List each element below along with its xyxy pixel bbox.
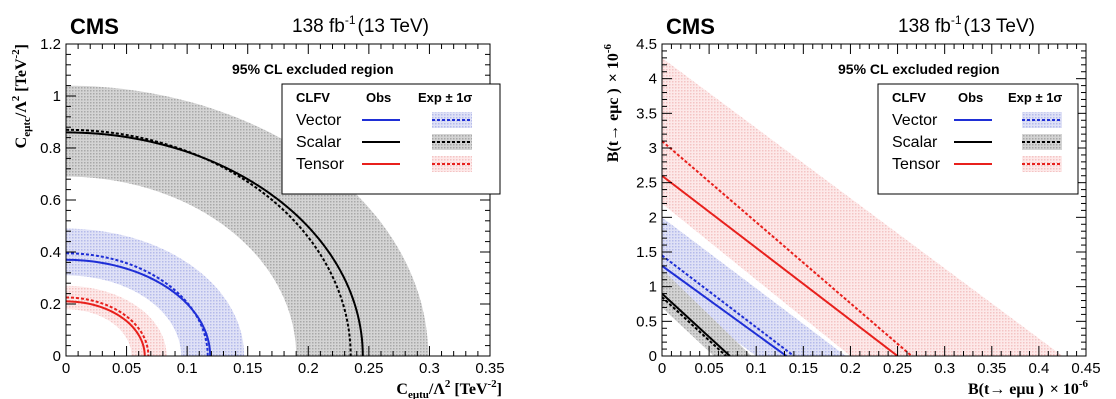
lumi-label: 138 fb-1 (13 TeV): [898, 13, 1035, 37]
x-tick-label: 0.05: [695, 360, 724, 377]
x-tick-label: 0.4: [1028, 360, 1049, 377]
y-tick-label: 1.2: [40, 36, 61, 53]
x-tick-label: 0.1: [746, 360, 767, 377]
lumi-label: 138 fb-1 (13 TeV): [292, 13, 429, 37]
y-tick-label: 0.5: [636, 313, 657, 330]
legend-label-tensor: Tensor: [892, 156, 941, 173]
x-tick-label: 0.25: [354, 360, 383, 377]
expected-line-tensor: [66, 296, 150, 356]
x-tick-label: 0.15: [233, 360, 262, 377]
y-tick-label: 1: [649, 279, 657, 296]
plot-frame: [661, 43, 1087, 357]
y-tick-label: 0: [53, 348, 61, 365]
y-axis-label: Ceμtc/Λ2[TeV-2]: [10, 44, 33, 148]
x-tick-label: 0.05: [112, 360, 141, 377]
y-tick-label: 1.5: [636, 244, 657, 261]
legend-header-obs: Obs: [958, 90, 983, 105]
y-tick-label: 2.5: [636, 175, 657, 192]
x-tick-label: 0.45: [1071, 360, 1100, 377]
legend-header-exp: Exp ± 1σ: [1008, 90, 1062, 105]
band-vector: [66, 228, 245, 356]
observed-line-scalar: [662, 292, 731, 356]
experiment-label: CMS: [666, 14, 715, 39]
legend-header-clfv: CLFV: [892, 90, 926, 105]
legend: CLFV Obs Exp ± 1σ Vector Scalar Tensor: [877, 83, 1079, 195]
chart-right: 0 0.05 0.1 0.15 0.2 0.25 0.3 0.35 0.4 0.45 0 0.5 1 1.…: [602, 13, 1101, 398]
expected-line-vector: [662, 254, 795, 356]
y-tick-label: 4.5: [636, 36, 657, 53]
x-tick-label: 0.2: [840, 360, 861, 377]
legend-label-tensor: Tensor: [296, 156, 345, 173]
x-tick-label: 0.25: [883, 360, 912, 377]
legend-label-scalar: Scalar: [296, 134, 342, 151]
legend-header-obs: Obs: [366, 90, 391, 105]
y-axis-label: B(t→ eμc )× 10-6: [602, 44, 622, 163]
y-tick-label: 1: [53, 88, 61, 105]
band-scalar: [66, 85, 429, 356]
observed-line-vector: [66, 258, 212, 356]
x-axis-label: B(t→ eμu ) × 10-6: [968, 378, 1089, 398]
legend-header-clfv: CLFV: [296, 90, 330, 105]
plot-area: [66, 85, 429, 356]
x-tick-label: 0.35: [977, 360, 1006, 377]
y-tick-label: 3.5: [636, 105, 657, 122]
y-tick-label: 2: [649, 209, 657, 226]
x-tick-label: 0.3: [419, 360, 440, 377]
x-tick-label: 0.35: [475, 360, 504, 377]
legend: CLFV Obs Exp ± 1σ Vector Scalar Tensor: [281, 83, 501, 195]
observed-line-vector: [662, 265, 787, 356]
axis-ticks: 0 0.05 0.1 0.15 0.2 0.25 0.3 0.35 0.4 0.45 0 0.5 1 1.…: [636, 36, 1100, 377]
chart-title: 95% CL excluded region: [232, 61, 394, 77]
chart-title: 95% CL excluded region: [838, 61, 1000, 77]
legend-label-vector: Vector: [296, 112, 342, 129]
experiment-label: CMS: [70, 14, 119, 39]
expected-line-scalar: [66, 128, 352, 356]
y-tick-label: 0.4: [40, 244, 61, 261]
legend-label-scalar: Scalar: [892, 134, 938, 151]
x-axis-label: Ceμtu/Λ2 [TeV-2]: [396, 378, 502, 399]
y-tick-label: 0: [649, 348, 657, 365]
expected-line-scalar: [662, 296, 727, 356]
observed-line-tensor: [662, 174, 899, 356]
y-tick-label: 0.2: [40, 296, 61, 313]
band-scalar: [662, 269, 752, 356]
axis-ticks: 0 0.05 0.1 0.15 0.2 0.25 0.3 0.35 0 0.2 0.4 0.6 0.8 1…: [40, 36, 504, 377]
expected-line-vector: [66, 252, 209, 356]
x-tick-label: 0.1: [177, 360, 198, 377]
legend-header-exp: Exp ± 1σ: [418, 90, 472, 105]
x-tick-label: 0: [658, 360, 666, 377]
y-tick-label: 3: [649, 140, 657, 157]
y-tick-label: 0.6: [40, 192, 61, 209]
x-tick-label: 0: [62, 360, 70, 377]
legend-label-vector: Vector: [892, 112, 938, 129]
observed-line-tensor: [66, 300, 146, 356]
x-tick-label: 0.15: [789, 360, 818, 377]
x-tick-label: 0.3: [934, 360, 955, 377]
x-tick-label: 0.2: [298, 360, 319, 377]
y-tick-label: 4: [649, 71, 657, 88]
chart-left: 0 0.05 0.1 0.15 0.2 0.25 0.3 0.35 0 0.2 0.4 0.6 0.8 1…: [10, 13, 505, 399]
observed-line-scalar: [66, 131, 364, 356]
y-tick-label: 0.8: [40, 140, 61, 157]
